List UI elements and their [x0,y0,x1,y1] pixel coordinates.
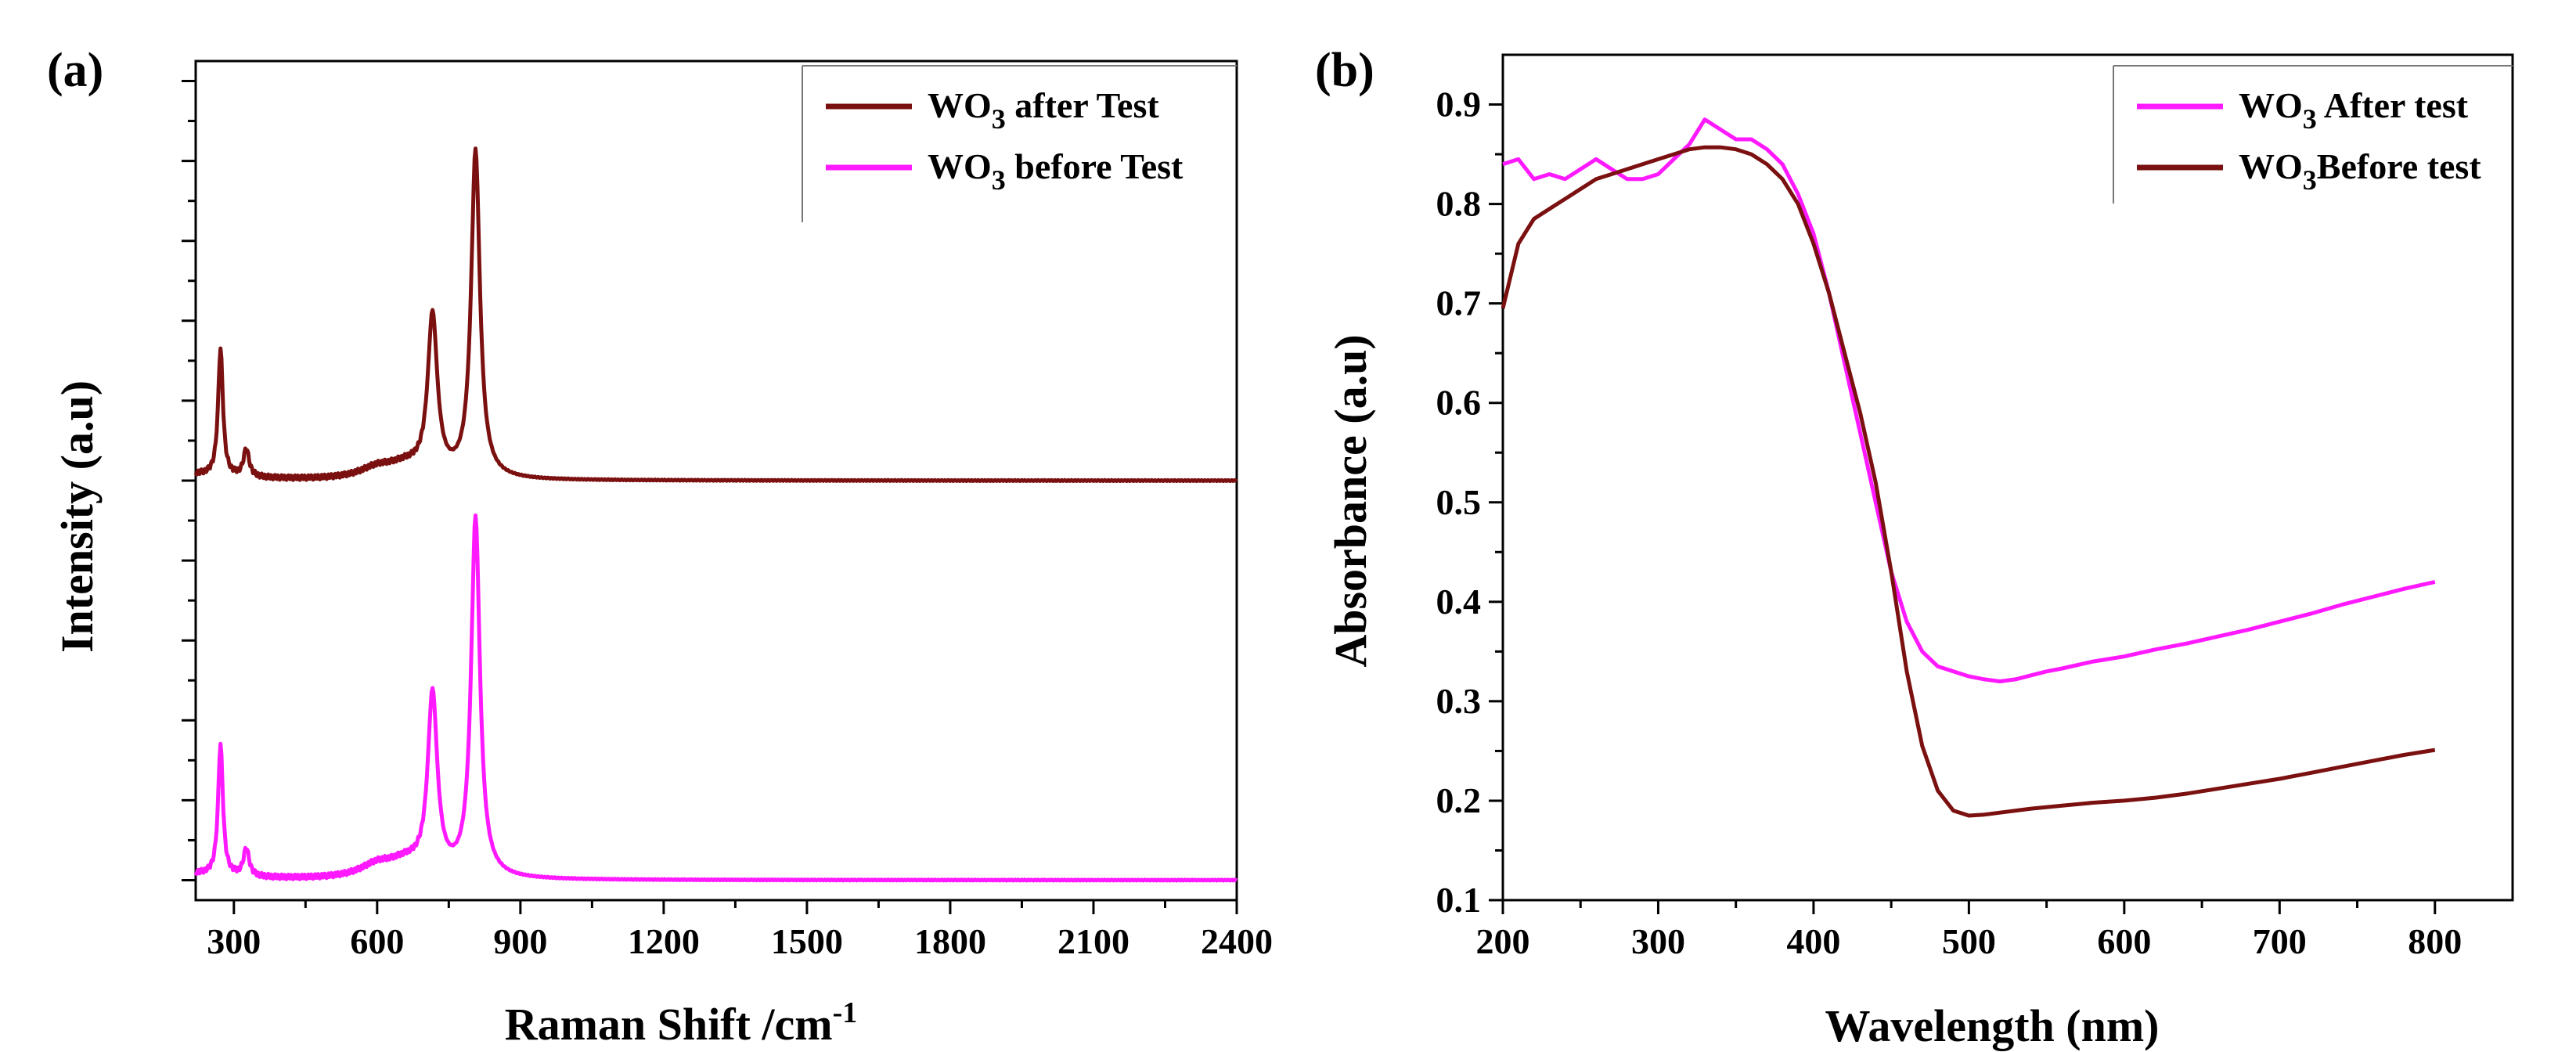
panel-b-legend-entry-rest: Before test [2317,146,2482,186]
panel-a-y-axis-title: Intensity (a.u) [52,380,103,653]
panel-a-legend-entry-rest: after Test [1006,85,1160,125]
panel-a: (a) Intensity (a.u) Raman Shift /cm-1 30… [47,44,1273,1050]
panel-b-legend-entry-sub: 3 [2303,103,2317,135]
panel-a-legend-entry: WO3 before Test [928,146,1184,196]
series-line-wo3-after-test [1502,117,2436,683]
panel-a-legend-entry-sub: 3 [992,164,1006,196]
panel-b-legend-entry-rest: After test [2317,85,2469,125]
panel-b-x-tick-label: 400 [1786,921,1840,961]
panel-a-x-axis-title-sup: -1 [833,996,858,1029]
panel-a-x-axis-title: Raman Shift /cm-1 [505,996,858,1050]
panel-a-x-tick-label: 2100 [1057,921,1129,961]
panel-b-y-tick-label: 0.1 [1436,880,1482,920]
panel-a-legend-entry-rest: before Test [1006,146,1184,186]
panel-a-x-tick-label: 300 [207,921,261,961]
panel-a-label: (a) [47,44,103,97]
panel-b-legend-entry: WO3 After test [2239,85,2469,135]
panel-b-label: (b) [1315,44,1374,97]
panel-a-series [193,146,1238,883]
panel-b-y-tick-label: 0.5 [1436,482,1482,522]
panel-b-axes: 200 300 400 500 600 700 800 0.1 0.2 0.3 0.4 0.5 0.6 0… [1436,53,2514,961]
panel-b-y-tick-label: 0.3 [1436,681,1482,721]
panel-a-legend-entry-main: WO [928,85,992,125]
panel-b-x-tick-label: 700 [2253,921,2307,961]
panel-a-x-tick-label: 900 [493,921,547,961]
panel-b-legend-entry: WO3Before test [2239,146,2481,196]
panel-a-legend-entry: WO3 after Test [928,85,1159,135]
series-line-wo3before-test [1501,145,2436,818]
series-line-wo3-before-test [193,513,1238,883]
panel-a-x-tick-label: 1200 [628,921,700,961]
series-line-wo3-after-test [193,146,1238,484]
panel-b-series [1501,117,2436,818]
panel-b-x-tick-label: 200 [1476,921,1530,961]
panel-b-plot-frame [1501,53,2514,902]
panel-b-x-tick-label: 500 [1942,921,1996,961]
panel-a-x-axis-title-main: Raman Shift /cm [505,999,833,1050]
panel-b-legend-entry-sub: 3 [2303,164,2317,196]
panel-a-x-tick-label: 2400 [1201,921,1273,961]
panel-b-x-tick-label: 300 [1631,921,1685,961]
panel-b: (b) Absorbance (a.u) Wavelength (nm) 200… [1315,44,2514,1051]
panel-b-legend-entry-main: WO [2239,146,2303,186]
panel-b-legend-entry-main: WO [2239,85,2303,125]
panel-a-legend-entry-main: WO [928,146,992,186]
panel-b-x-tick-label: 800 [2408,921,2462,961]
panel-b-y-tick-label: 0.6 [1436,383,1482,423]
panel-a-x-tick-label: 600 [350,921,404,961]
panel-b-y-tick-label: 0.4 [1436,582,1482,621]
panel-b-y-tick-label: 0.7 [1436,283,1482,323]
panel-b-y-tick-label: 0.9 [1436,85,1482,124]
panel-b-y-tick-label: 0.8 [1436,184,1482,224]
panel-b-x-axis-title: Wavelength (nm) [1825,1000,2160,1051]
panel-a-legend-entry-sub: 3 [992,103,1006,135]
panel-a-x-tick-label: 1800 [914,921,986,961]
panel-a-x-tick-label: 1500 [771,921,843,961]
panel-b-x-tick-label: 600 [2097,921,2151,961]
panel-b-y-tick-label: 0.2 [1436,780,1482,820]
panel-b-y-axis-title: Absorbance (a.u) [1325,334,1376,667]
